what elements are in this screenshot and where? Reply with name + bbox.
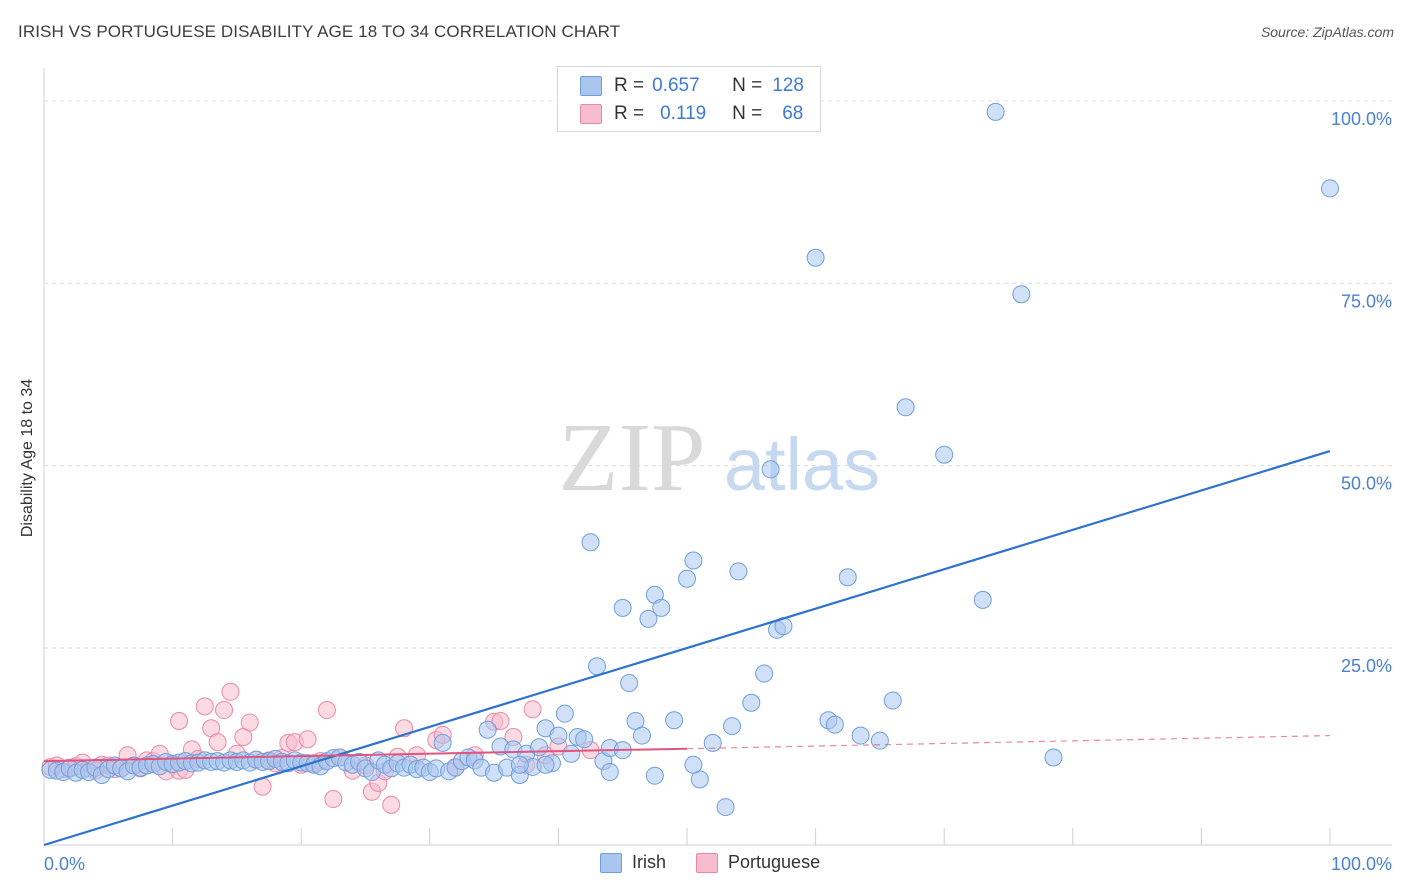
legend-r-label: R = [614,103,645,124]
irish-point [620,674,639,693]
irish-point [575,730,594,749]
irish-point [632,726,651,745]
portuguese-point [491,711,510,730]
irish-point [935,445,954,464]
portuguese-point [195,697,214,716]
irish-point [851,726,870,745]
irish-points [41,102,1339,817]
watermark-zip: ZIP [559,404,706,512]
watermark-atlas: atlas [724,423,880,506]
irish-point [1321,179,1339,198]
legend-n-label: N = [732,75,763,96]
irish-point [530,738,549,757]
portuguese-r-value: 0.119 [660,103,707,124]
bottom-legend-irish: Irish [600,852,666,873]
portuguese-point [523,700,542,719]
portuguese-point [298,730,317,749]
irish-point [755,664,774,683]
irish-point [587,657,606,676]
portuguese-point [240,713,259,732]
portuguese-swatch [580,104,602,124]
irish-point [645,766,664,785]
legend-n-label: N = [732,103,763,124]
portuguese-n-value: 68 [782,103,804,124]
irish-point [703,733,722,752]
irish-point [742,693,761,712]
irish-point [433,733,452,752]
irish-point [1044,748,1063,767]
irish-point [973,590,992,609]
irish-point [684,755,703,774]
irish-swatch [580,76,602,96]
bottom-legend-portuguese: Portuguese [696,852,820,873]
y-tick-label: 100.0% [1331,109,1392,129]
irish-point [870,731,889,750]
portuguese-trend-extension [686,734,1331,750]
grid [44,100,1392,649]
irish-trend-line [43,450,1331,847]
irish-point [806,248,825,267]
irish-point [838,568,857,587]
portuguese-point [208,733,227,752]
irish-point [562,744,581,763]
portuguese-point [170,711,189,730]
irish-point [555,704,574,723]
legend-row-irish: R = 0.657 N = 128 [580,74,804,98]
irish-n-value: 128 [772,75,804,96]
portuguese-point [324,790,343,809]
irish-point [665,711,684,730]
axes [43,68,1392,846]
irish-point [883,691,902,710]
irish-point [581,533,600,552]
irish-r-value: 0.657 [652,75,700,96]
chart-title: IRISH VS PORTUGUESE DISABILITY AGE 18 TO… [18,22,621,41]
irish-point [716,798,735,817]
irish-point [723,717,742,736]
irish-legend-swatch [600,852,622,873]
portuguese-legend-label: Portuguese [728,852,821,872]
x-tick-label-right: 100.0% [1331,854,1392,874]
portuguese-trend-line [43,747,688,763]
bottom-legend: Irish Portuguese [600,852,850,873]
irish-point [613,598,632,617]
x-tick-label-left: 0.0% [44,854,85,874]
irish-point [678,569,696,588]
irish-point [986,102,1005,121]
legend-row-portuguese: R = 0.119 N = 68 [580,102,803,126]
irish-point [896,398,915,417]
source-label: Source: ZipAtlas.com [1260,24,1394,40]
portuguese-point [317,701,336,720]
portuguese-point [215,701,234,720]
irish-point [761,460,780,479]
irish-point [536,755,555,774]
irish-point [549,726,568,745]
irish-point [729,562,748,581]
y-tick-label: 75.0% [1341,291,1392,311]
y-tick-label: 25.0% [1341,656,1392,676]
irish-point [510,755,529,774]
y-tick-label: 50.0% [1341,474,1392,494]
irish-point [825,715,844,734]
irish-point [639,609,658,628]
watermark: ZIP atlas [559,404,881,512]
irish-point [652,598,671,617]
irish-point [1012,285,1031,304]
portuguese-point [382,795,401,814]
portuguese-legend-swatch [696,852,719,873]
legend-r-label: R = [614,75,645,96]
legend: R = 0.657 N = 128 R = 0.119 N = 68 [557,66,821,132]
irish-point [600,763,619,782]
portuguese-point [221,682,240,701]
irish-point [684,551,703,570]
tick-labels: 25.0% 50.0% 75.0% 100.0% 0.0% 100.0% [44,109,1392,874]
irish-point [478,720,497,739]
irish-legend-label: Irish [632,852,667,872]
trend-lines [43,450,1331,847]
